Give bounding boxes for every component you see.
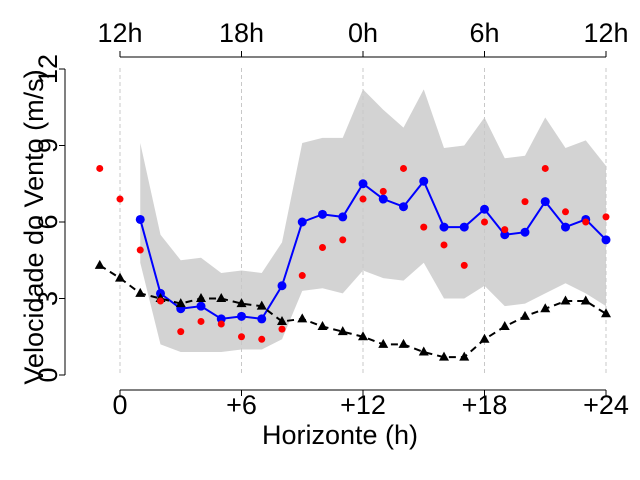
data-point xyxy=(298,272,306,280)
data-point xyxy=(520,310,530,320)
data-point xyxy=(115,272,125,282)
series-1 xyxy=(94,259,611,361)
data-point xyxy=(236,298,247,308)
data-point xyxy=(297,217,307,227)
vertical-grid xyxy=(119,68,607,375)
data-point xyxy=(419,176,429,186)
data-point xyxy=(358,179,368,189)
data-point xyxy=(459,351,470,361)
data-point xyxy=(582,218,590,226)
data-point xyxy=(561,222,570,232)
data-point xyxy=(400,164,407,172)
x-tick-label: +18 xyxy=(462,390,508,420)
axis-labels: Horizonte (h) Velocidade do Vento (m/s) xyxy=(19,69,418,450)
uncertainty-band xyxy=(140,89,606,353)
y-tick-label: 3 xyxy=(33,291,63,306)
data-point xyxy=(258,335,266,343)
data-point xyxy=(580,295,591,305)
y-axis-label: Velocidade do Vento (m/s) xyxy=(19,69,49,384)
data-point xyxy=(339,236,347,244)
axes: 0 +6 +12 +18 +24 12h 18h 0h 6h 12h 0 3 6 9 12 xyxy=(33,18,629,420)
data-point xyxy=(196,293,206,302)
series-2 xyxy=(96,164,610,343)
data-point xyxy=(359,195,367,203)
data-point xyxy=(460,261,468,269)
data-point xyxy=(601,308,611,318)
data-point xyxy=(175,298,186,308)
data-point xyxy=(602,213,610,221)
data-point xyxy=(480,204,489,214)
data-point xyxy=(418,346,429,356)
top-tick-label: 12h xyxy=(97,18,142,48)
data-point xyxy=(157,297,164,305)
data-point xyxy=(277,315,287,325)
data-point xyxy=(440,241,448,249)
data-point xyxy=(520,227,530,237)
data-point xyxy=(257,314,267,324)
data-point xyxy=(499,321,510,331)
data-point xyxy=(562,208,569,216)
series xyxy=(94,164,611,361)
data-point xyxy=(277,281,287,291)
data-point xyxy=(439,351,449,361)
x-axis-label: Horizonte (h) xyxy=(262,420,418,450)
data-point xyxy=(540,197,550,207)
x-tick-label: +12 xyxy=(340,390,386,420)
data-point xyxy=(237,311,246,321)
y-tick-label: 0 xyxy=(33,367,63,382)
data-point xyxy=(136,246,144,254)
x-tick-label: 0 xyxy=(112,390,127,420)
data-point xyxy=(135,287,146,297)
top-tick-label: 18h xyxy=(219,18,264,48)
data-point xyxy=(337,326,348,336)
top-tick-label: 6h xyxy=(469,18,499,48)
data-point xyxy=(217,320,225,328)
data-point xyxy=(540,303,551,313)
data-point xyxy=(481,218,488,226)
data-point xyxy=(420,223,428,231)
data-point xyxy=(399,202,408,212)
data-point xyxy=(135,214,145,224)
data-point xyxy=(197,317,205,325)
data-point xyxy=(500,230,510,240)
y-tick-label: 12 xyxy=(33,54,63,84)
data-point xyxy=(216,293,227,302)
data-point xyxy=(541,164,549,172)
data-point xyxy=(96,164,104,172)
data-point xyxy=(177,328,185,336)
data-point xyxy=(319,244,326,251)
data-point xyxy=(256,300,267,310)
y-tick-label: 9 xyxy=(33,138,63,153)
data-point xyxy=(601,235,611,245)
data-point xyxy=(238,333,245,341)
series-0 xyxy=(135,176,611,324)
data-point xyxy=(278,325,286,333)
top-tick-label: 0h xyxy=(348,18,378,48)
band-area xyxy=(140,89,606,353)
data-point xyxy=(297,313,308,323)
data-point xyxy=(196,301,206,311)
data-point xyxy=(501,226,509,234)
top-tick-label: 12h xyxy=(583,18,628,48)
data-point xyxy=(338,212,348,222)
data-point xyxy=(116,195,124,203)
data-point xyxy=(459,222,469,232)
x-tick-label: +6 xyxy=(226,390,257,420)
y-tick-label: 6 xyxy=(33,214,63,229)
data-point xyxy=(358,331,368,341)
data-point xyxy=(378,338,389,348)
data-point xyxy=(378,194,388,204)
data-point xyxy=(379,187,387,195)
x-tick-label: +24 xyxy=(583,390,629,420)
data-point xyxy=(398,338,409,348)
data-point xyxy=(479,333,490,343)
data-point xyxy=(318,209,327,219)
data-point xyxy=(94,259,105,269)
data-point xyxy=(560,295,571,305)
data-point xyxy=(317,321,328,331)
data-point xyxy=(521,198,529,206)
data-point xyxy=(216,314,226,324)
data-point xyxy=(439,222,449,232)
